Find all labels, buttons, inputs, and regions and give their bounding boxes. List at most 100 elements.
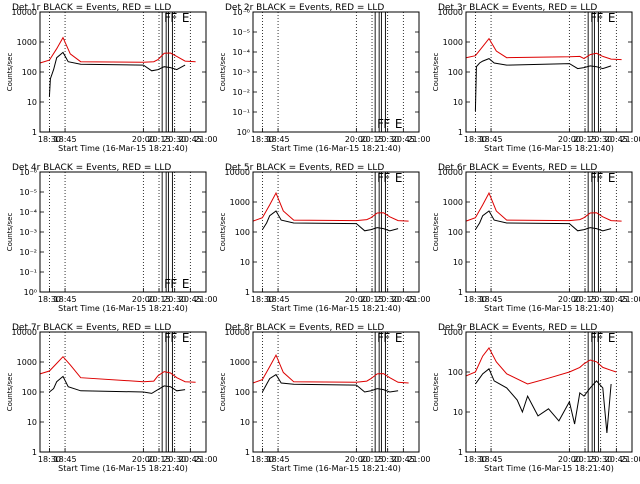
y-tick-label: 1000: [443, 198, 463, 207]
y-tick-label: 100: [448, 68, 463, 77]
x-tick-label: 20:00: [558, 295, 581, 304]
lld-series-line: [465, 37, 622, 61]
y-tick-label: 10⁰: [237, 128, 250, 137]
y-tick-label: 10⁻⁴: [232, 48, 250, 57]
x-tick-label: 20:45: [179, 455, 202, 464]
y-axis-label: Counts/sec: [219, 373, 227, 412]
flag-e-label: E: [395, 117, 403, 131]
y-tick-label: 1: [245, 448, 250, 457]
x-tick-label: 18:45: [480, 295, 503, 304]
panel-title: Det 6r BLACK = Events, RED = LLD: [438, 163, 597, 173]
x-tick-label: 20:00: [558, 135, 581, 144]
lld-series-line: [39, 36, 196, 64]
flag-e-label: E: [182, 11, 190, 25]
y-tick-label: 100: [22, 68, 37, 77]
y-tick-label: 10⁻³: [19, 228, 37, 237]
events-series-line: [474, 210, 612, 232]
x-tick-label: 20:00: [345, 295, 368, 304]
flag-e-label: E: [608, 171, 616, 185]
x-tick-label: 18:45: [54, 135, 77, 144]
x-axis-label: Start Time (16-Mar-15 18:21:40): [58, 464, 188, 473]
x-axis-label: Start Time (16-Mar-15 18:21:40): [271, 304, 401, 313]
x-tick-label: 20:45: [392, 135, 415, 144]
x-tick-label: 20:15: [360, 295, 383, 304]
events-series-line: [261, 373, 399, 393]
y-tick-label: 10: [240, 418, 250, 427]
x-tick-label: 18:45: [267, 455, 290, 464]
x-tick-label: 20:15: [573, 135, 596, 144]
y-tick-label: 1000: [17, 358, 37, 367]
y-tick-label: 10000: [12, 328, 37, 337]
flag-f-label: F: [170, 277, 177, 291]
flag-f-label: F: [590, 11, 597, 25]
y-tick-label: 10⁻⁴: [19, 208, 37, 217]
x-tick-label: 18:30: [38, 455, 61, 464]
flag-f-label: F: [596, 11, 603, 25]
panel-title: Det 4r BLACK = Events, RED = LLD: [12, 163, 171, 173]
y-tick-label: 10000: [225, 328, 250, 337]
flag-e-label: E: [608, 331, 616, 345]
y-tick-label: 100: [448, 368, 463, 377]
flag-f-label: F: [170, 11, 177, 25]
x-tick-label: 21:00: [620, 455, 640, 464]
plot-frame: [39, 331, 207, 453]
y-tick-label: 10: [453, 258, 463, 267]
panel-title: Det 1r BLACK = Events, RED = LLD: [12, 3, 171, 13]
panel-2: Det 2r BLACK = Events, RED = LLD 10⁰ 10⁻¹ 1…: [219, 3, 431, 153]
x-axis-label: Start Time (16-Mar-15 18:21:40): [58, 144, 188, 153]
x-tick-label: 21:00: [194, 295, 217, 304]
y-axis-label: Counts/sec: [6, 373, 14, 412]
flag-f-label: F: [590, 171, 597, 185]
panel-3: Det 3r BLACK = Events, RED = LLD 1 10 100 10…: [432, 3, 640, 153]
x-tick-label: 18:45: [267, 295, 290, 304]
y-axis-label: Counts/sec: [219, 53, 227, 92]
y-tick-label: 1000: [443, 328, 463, 337]
y-axis-label: Counts/sec: [432, 53, 440, 92]
x-tick-label: 20:15: [360, 455, 383, 464]
plot-frame: [252, 171, 420, 293]
panel-title: Det 8r BLACK = Events, RED = LLD: [225, 323, 384, 333]
flag-f-label: F: [170, 331, 177, 345]
x-tick-label: 20:45: [605, 135, 628, 144]
x-tick-label: 20:30: [163, 295, 186, 304]
x-tick-label: 20:30: [589, 455, 612, 464]
x-axis-label: Start Time (16-Mar-15 18:21:40): [484, 464, 614, 473]
x-tick-label: 21:00: [407, 455, 430, 464]
x-tick-label: 20:15: [573, 295, 596, 304]
x-tick-label: 18:45: [267, 135, 290, 144]
x-tick-label: 20:30: [376, 135, 399, 144]
panel-title: Det 3r BLACK = Events, RED = LLD: [438, 3, 597, 13]
plot-frame: [39, 11, 207, 133]
y-tick-label: 100: [235, 388, 250, 397]
x-tick-label: 20:15: [573, 455, 596, 464]
y-tick-label: 10000: [12, 8, 37, 17]
flag-f-label: F: [596, 331, 603, 345]
flag-f-label: F: [590, 331, 597, 345]
y-tick-label: 1000: [17, 38, 37, 47]
y-tick-label: 1000: [443, 38, 463, 47]
x-tick-label: 21:00: [194, 455, 217, 464]
panel-6: Det 6r BLACK = Events, RED = LLD 1 10 100 10…: [432, 163, 640, 313]
flag-f-label: F: [164, 331, 171, 345]
flag-f-label: F: [377, 117, 384, 131]
plot-frame: [252, 331, 420, 453]
flag-e-label: E: [395, 171, 403, 185]
x-tick-label: 18:30: [251, 295, 274, 304]
y-tick-label: 1000: [230, 198, 250, 207]
x-tick-label: 20:15: [147, 295, 170, 304]
x-tick-label: 18:45: [480, 135, 503, 144]
y-tick-label: 100: [448, 228, 463, 237]
flag-e-label: E: [182, 277, 190, 291]
lld-series-line: [465, 191, 622, 222]
x-tick-label: 20:00: [132, 135, 155, 144]
events-series-line: [49, 375, 186, 394]
panel-7: Det 7r BLACK = Events, RED = LLD 1 10 100 10…: [6, 323, 218, 473]
x-tick-label: 18:30: [464, 295, 487, 304]
x-tick-label: 20:00: [558, 455, 581, 464]
plot-frame: [465, 331, 633, 453]
x-axis-label: Start Time (16-Mar-15 18:21:40): [484, 304, 614, 313]
x-tick-label: 18:30: [464, 135, 487, 144]
x-tick-label: 18:30: [38, 135, 61, 144]
x-tick-label: 20:15: [147, 135, 170, 144]
